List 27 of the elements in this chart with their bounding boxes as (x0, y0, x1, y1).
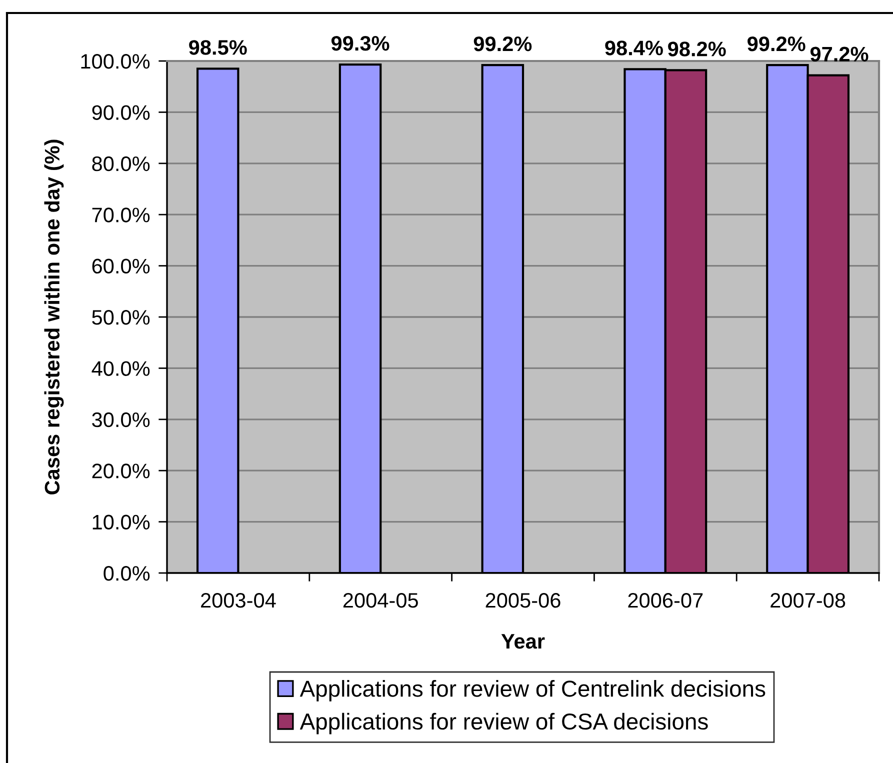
data-label: 97.2% (810, 46, 868, 62)
y-tick-label: 10.0% (92, 514, 150, 530)
y-tick-label: 80.0% (92, 156, 150, 172)
y-tick-label: 100.0% (81, 54, 150, 69)
y-tick-label: 70.0% (92, 208, 150, 222)
x-tick-label: 2005-06 (486, 592, 560, 608)
y-tick-label: 50.0% (92, 310, 150, 325)
x-tick-label: 2007-08 (770, 592, 846, 608)
x-tick-label: 2006-07 (628, 592, 703, 608)
x-tick-label: 2003-04 (201, 592, 276, 608)
data-label: 98.2% (668, 42, 726, 56)
x-axis-title: Year (501, 634, 545, 649)
y-tick-label: 30.0% (92, 412, 150, 428)
data-label: 98.4% (605, 40, 663, 56)
data-label: 99.3% (331, 36, 390, 51)
data-label: 98.5% (189, 40, 247, 55)
data-label: 99.2% (474, 36, 532, 52)
y-tick-label: 40.0% (92, 361, 150, 376)
legend-label: Applications for review of Centrelink decisions (300, 680, 766, 702)
y-tick-label: 0.0% (104, 566, 150, 581)
y-tick-label: 60.0% (92, 258, 150, 274)
legend-label: Applications for review of CSA decisions (300, 712, 708, 734)
y-axis-title: Cases registered within one day (%) (44, 140, 64, 494)
y-tick-label: 90.0% (92, 105, 150, 120)
data-label: 99.2% (748, 36, 806, 52)
x-tick-label: 2004-05 (343, 592, 418, 608)
y-tick-label: 20.0% (92, 464, 150, 478)
